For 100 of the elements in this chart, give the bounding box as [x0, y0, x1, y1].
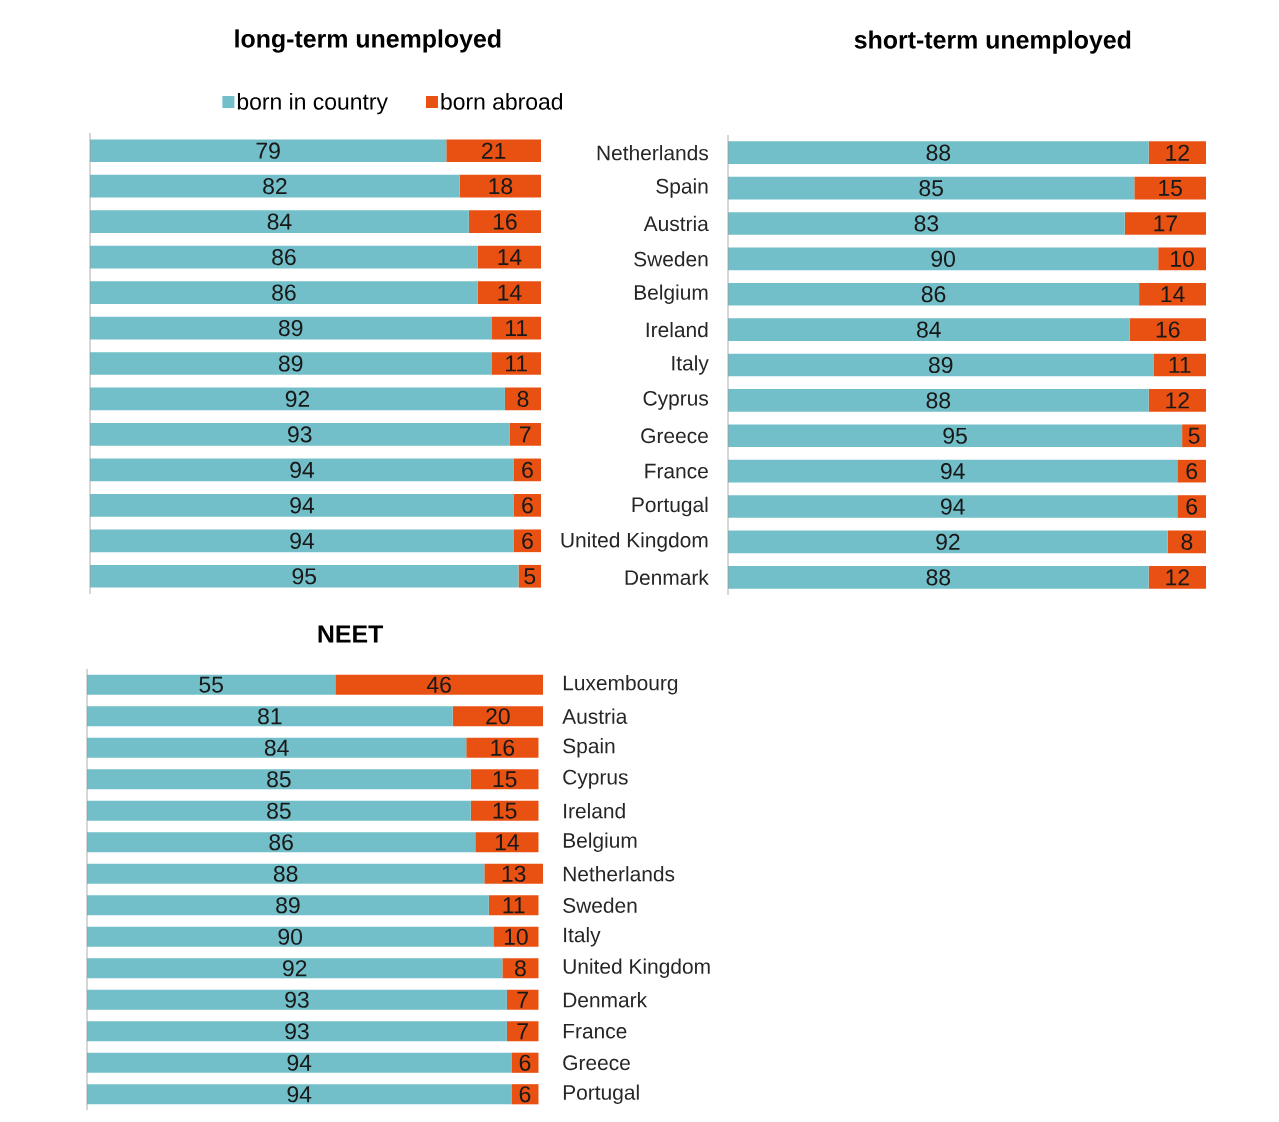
bar: [90, 529, 514, 553]
y-tick-label: Portugal: [563, 1084, 639, 1105]
bar: [90, 210, 469, 233]
data-label: 89: [278, 319, 303, 337]
bar: [728, 353, 1154, 377]
bar: [90, 316, 492, 340]
bar: [87, 863, 485, 884]
data-label: 16: [491, 739, 515, 756]
data-label: 86: [269, 834, 293, 851]
data-label: 5: [524, 568, 536, 585]
data-label: 12: [1166, 144, 1189, 161]
data-label: 20: [486, 708, 510, 725]
bar: [1148, 389, 1207, 412]
bar: [90, 281, 478, 304]
data-label: 89: [276, 897, 300, 914]
y-tick-label: Cyprus: [563, 769, 628, 789]
bar: [728, 141, 1149, 165]
data-label: 89: [278, 355, 303, 372]
bar: [1129, 318, 1207, 341]
data-label: 81: [258, 708, 282, 725]
y-tick-label: Spain: [563, 738, 615, 758]
bar: [87, 989, 507, 1010]
data-label: 94: [290, 497, 315, 514]
bar: [87, 706, 453, 727]
bar: [87, 737, 467, 758]
y-tick-label: Denmark: [625, 569, 709, 585]
y-tick-label: Belgium: [634, 284, 708, 304]
legend-label: born abroad: [441, 92, 563, 110]
y-tick-label: Sweden: [634, 251, 708, 267]
bar: [1182, 424, 1207, 448]
data-label: 14: [1161, 286, 1185, 303]
data-label: 15: [1159, 180, 1182, 197]
bar: [466, 737, 539, 758]
data-label: 88: [926, 392, 951, 409]
bar: [728, 247, 1159, 271]
bar: [728, 565, 1149, 589]
data-label: 7: [517, 1023, 528, 1040]
bar: [87, 1021, 507, 1042]
bar: [87, 895, 489, 916]
data-label: 6: [1186, 463, 1198, 480]
legend-label: born in country: [237, 92, 388, 115]
data-label: 84: [264, 739, 289, 756]
bar: [728, 459, 1178, 483]
data-label: 21: [482, 142, 506, 159]
data-label: 94: [290, 532, 315, 549]
bar: [728, 176, 1135, 200]
bar: [87, 1052, 512, 1073]
y-tick-label: Belgium: [563, 832, 637, 853]
bar: [470, 800, 539, 821]
bar: [452, 706, 544, 727]
y-tick-label: Italy: [672, 355, 709, 375]
data-label: 14: [498, 249, 522, 265]
data-label: 85: [267, 802, 291, 819]
data-label: 6: [519, 1054, 531, 1071]
bar: [90, 458, 514, 482]
data-label: 16: [493, 213, 517, 230]
bar: [87, 926, 494, 947]
bar: [728, 318, 1130, 341]
data-label: 6: [519, 1086, 531, 1103]
data-label: 83: [914, 215, 939, 232]
data-label: 84: [917, 321, 941, 338]
data-label: 10: [504, 928, 528, 945]
bar: [728, 495, 1178, 518]
y-tick-label: Spain: [656, 178, 708, 198]
data-label: 5: [1188, 427, 1200, 444]
y-tick-label: France: [563, 1023, 627, 1039]
data-label: 90: [278, 928, 303, 945]
y-tick-label: France: [645, 463, 708, 479]
data-label: 12: [1166, 392, 1189, 409]
data-label: 86: [272, 284, 296, 301]
data-label: 93: [285, 991, 309, 1008]
data-label: 11: [1169, 357, 1191, 373]
chart-title: short-term unemployed: [854, 30, 1131, 54]
data-label: 94: [941, 498, 965, 515]
bar: [477, 281, 541, 304]
bar: [1177, 495, 1207, 518]
data-label: 93: [285, 1023, 309, 1040]
y-tick-label: Denmark: [563, 992, 648, 1008]
bar: [509, 423, 541, 446]
y-tick-label: Ireland: [646, 321, 708, 338]
bar: [90, 387, 505, 411]
data-label: 89: [928, 356, 953, 374]
bar: [459, 174, 541, 198]
data-label: 84: [267, 213, 292, 230]
data-label: 16: [1156, 321, 1180, 338]
data-label: 6: [1186, 498, 1198, 515]
bar: [1148, 565, 1207, 589]
y-tick-label: Luxembourg: [563, 675, 678, 695]
data-label: 15: [493, 802, 517, 819]
bar: [90, 245, 478, 269]
data-label: 11: [506, 355, 527, 372]
y-tick-label: Netherlands: [597, 145, 709, 161]
data-label: 88: [273, 865, 298, 882]
data-label: 79: [256, 142, 280, 159]
bar: [87, 800, 471, 821]
bar: [1134, 176, 1207, 200]
data-label: 6: [522, 497, 533, 514]
data-label: 18: [489, 178, 513, 195]
chart-title: NEET: [318, 625, 384, 643]
data-label: 55: [199, 676, 223, 693]
